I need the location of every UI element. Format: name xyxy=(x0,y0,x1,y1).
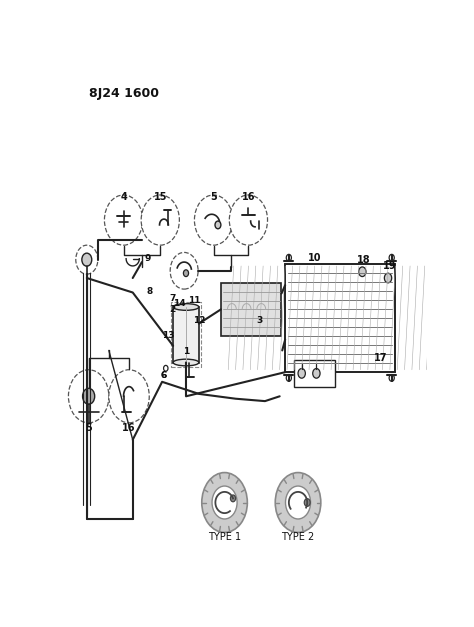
Text: 17: 17 xyxy=(374,352,387,362)
Circle shape xyxy=(313,369,320,378)
Text: 6: 6 xyxy=(161,371,167,380)
Bar xyxy=(285,263,395,372)
Text: 19: 19 xyxy=(383,261,397,271)
Text: TYPE 2: TYPE 2 xyxy=(282,532,315,542)
Text: 6: 6 xyxy=(161,371,167,380)
Circle shape xyxy=(286,374,292,381)
Text: 13: 13 xyxy=(163,332,175,340)
Circle shape xyxy=(170,253,198,289)
Text: 12: 12 xyxy=(192,315,205,325)
Bar xyxy=(294,360,335,387)
Ellipse shape xyxy=(173,359,199,366)
Text: 2: 2 xyxy=(169,305,175,314)
Text: 18: 18 xyxy=(357,255,371,265)
Text: 15: 15 xyxy=(154,192,167,203)
Circle shape xyxy=(212,486,237,519)
Circle shape xyxy=(183,270,189,277)
Circle shape xyxy=(298,369,305,378)
Text: 1: 1 xyxy=(183,347,189,356)
Text: 16: 16 xyxy=(122,423,136,433)
Circle shape xyxy=(304,498,310,507)
Bar xyxy=(171,302,201,367)
Circle shape xyxy=(285,486,310,519)
Text: 3: 3 xyxy=(256,316,263,325)
Text: 9: 9 xyxy=(144,254,151,263)
Circle shape xyxy=(286,255,292,261)
Text: 11: 11 xyxy=(188,296,201,305)
Text: 4: 4 xyxy=(120,192,127,203)
Bar xyxy=(173,307,199,362)
Circle shape xyxy=(384,273,392,283)
Text: 7: 7 xyxy=(169,294,175,303)
Circle shape xyxy=(109,370,149,423)
Circle shape xyxy=(164,366,168,371)
Circle shape xyxy=(389,255,394,261)
Circle shape xyxy=(141,195,179,245)
Text: 8J24 1600: 8J24 1600 xyxy=(89,87,159,100)
Text: 14: 14 xyxy=(173,299,185,308)
Circle shape xyxy=(229,195,267,245)
Circle shape xyxy=(389,374,394,381)
Circle shape xyxy=(194,195,233,245)
Circle shape xyxy=(359,267,366,277)
Text: 10: 10 xyxy=(308,253,321,263)
Text: TYPE 1: TYPE 1 xyxy=(208,532,241,542)
Bar xyxy=(221,283,282,336)
Circle shape xyxy=(82,388,95,404)
Circle shape xyxy=(76,245,98,274)
Text: 8: 8 xyxy=(146,287,152,295)
Circle shape xyxy=(275,473,321,532)
Circle shape xyxy=(230,495,236,502)
Circle shape xyxy=(82,253,92,266)
Ellipse shape xyxy=(173,303,199,310)
Circle shape xyxy=(215,221,221,229)
Text: 16: 16 xyxy=(242,192,255,203)
Circle shape xyxy=(68,370,109,423)
Text: 5: 5 xyxy=(85,423,92,433)
Text: 5: 5 xyxy=(210,192,217,203)
Circle shape xyxy=(202,473,247,532)
Circle shape xyxy=(104,195,143,245)
